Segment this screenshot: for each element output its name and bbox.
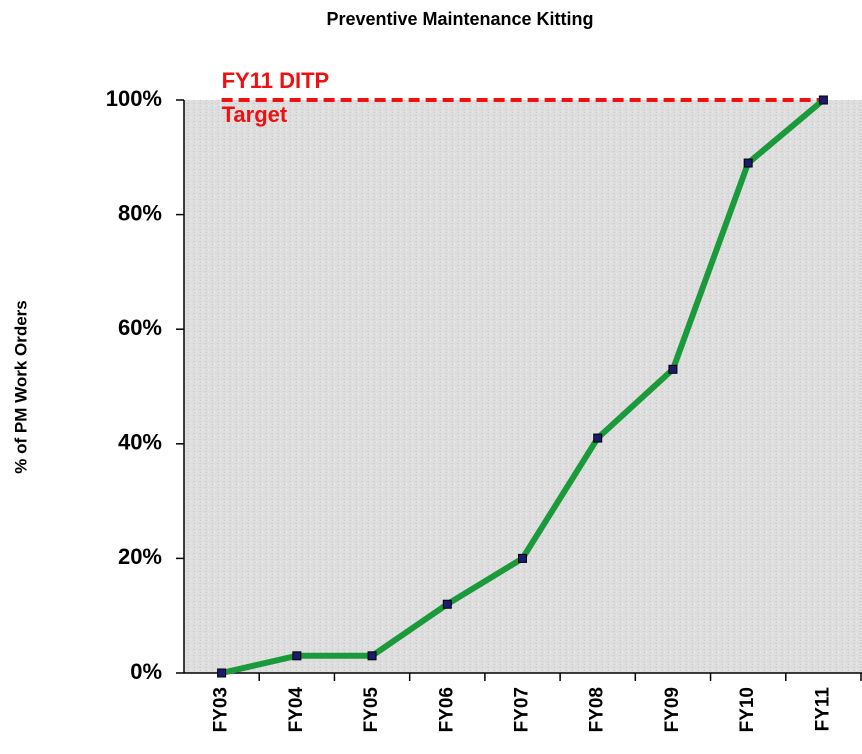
point-marker: [593, 433, 603, 443]
x-tick-label: FY11: [812, 687, 833, 732]
x-tick-label: FY05: [361, 687, 382, 733]
x-tick-label: FY04: [286, 687, 307, 733]
y-tick-label: 100%: [106, 86, 162, 111]
x-tick-label: FY03: [211, 687, 232, 732]
plot-area: [184, 100, 862, 673]
point-marker: [743, 158, 753, 168]
y-tick-label: 60%: [118, 315, 162, 340]
point-marker: [442, 599, 452, 609]
point-marker: [367, 651, 377, 661]
target-label: Target: [222, 102, 288, 127]
x-tick-label: FY08: [587, 687, 608, 732]
x-tick-label: FY09: [662, 687, 683, 732]
x-tick-label: FY10: [737, 687, 758, 732]
chart-title: Preventive Maintenance Kitting: [326, 9, 593, 29]
y-tick-label: 0%: [130, 659, 162, 684]
y-tick-label: 40%: [118, 430, 162, 455]
x-tick-label: FY06: [436, 687, 457, 732]
x-tick-label: FY07: [512, 687, 533, 732]
point-marker: [818, 95, 828, 105]
point-marker: [292, 651, 302, 661]
y-axis-label: % of PM Work Orders: [11, 300, 30, 474]
y-tick-label: 80%: [118, 200, 162, 225]
target-label: FY11 DITP: [222, 68, 330, 93]
y-tick-label: 20%: [118, 544, 162, 569]
point-marker: [518, 553, 527, 563]
point-marker: [668, 364, 678, 374]
point-marker: [217, 668, 227, 678]
